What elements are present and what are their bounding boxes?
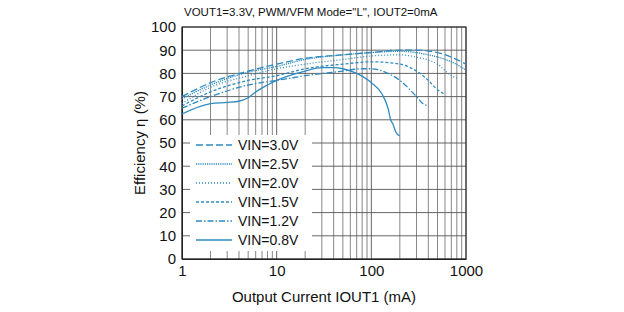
- y-tick: 80: [159, 65, 182, 82]
- plot-frame: [182, 27, 466, 259]
- legend-label: VIN=1.2V: [238, 213, 299, 229]
- tick-label: 70: [159, 88, 176, 105]
- gridline: [182, 50, 466, 51]
- x-tick: 1000: [450, 259, 483, 279]
- y-axis-title: Efficiency η (%): [131, 91, 148, 195]
- series-line: [182, 68, 400, 136]
- y-tick: 0: [168, 250, 182, 267]
- series-line: [182, 55, 457, 104]
- lines: [182, 50, 466, 136]
- tick-label: 1: [178, 262, 186, 279]
- legend-label: VIN=0.8V: [238, 232, 299, 248]
- legend-label: VIN=2.5V: [238, 156, 299, 172]
- tick-label: 10: [159, 227, 176, 244]
- y-tick: 90: [159, 42, 182, 59]
- tick-label: 30: [159, 181, 176, 198]
- legend-swatch: [196, 220, 232, 221]
- legend: VIN=3.0V VIN=2.5V VIN=2.0V VIN=1.5V VIN=1.2V…: [190, 135, 312, 251]
- y-tick: 50: [159, 134, 182, 151]
- legend-swatch: [196, 144, 232, 145]
- tick-label: 0: [168, 250, 176, 267]
- tick-label: 80: [159, 65, 176, 82]
- y-tick: 60: [159, 111, 182, 128]
- y-tick: 20: [159, 204, 182, 221]
- gridline: [182, 96, 466, 97]
- x-axis: 1 10 100 1000: [178, 259, 483, 279]
- y-tick: 40: [159, 158, 182, 175]
- legend-swatch: [196, 239, 232, 240]
- legend-label: VIN=1.5V: [238, 194, 299, 210]
- tick-label: 20: [159, 204, 176, 221]
- tick-label: 60: [159, 111, 176, 128]
- legend-swatch: [196, 163, 232, 164]
- gridline: [182, 119, 466, 120]
- legend-background: [190, 135, 312, 251]
- x-axis-title: Output Current IOUT1 (mA): [232, 288, 416, 305]
- y-tick: 30: [159, 181, 182, 198]
- x-tick: 10: [269, 259, 286, 279]
- legend-label: VIN=3.0V: [238, 137, 299, 153]
- title: VOUT1=3.3V, PWM/VFM Mode="L", IOUT2=0mA: [184, 6, 438, 18]
- tick-label: 90: [159, 42, 176, 59]
- tick-label: 50: [159, 134, 176, 151]
- tick-label: 10: [269, 262, 286, 279]
- tick-label: 100: [359, 262, 384, 279]
- legend-swatch: [196, 182, 232, 183]
- tick-label: 100: [151, 18, 176, 35]
- y-tick: 10: [159, 227, 182, 244]
- tick-label: 40: [159, 158, 176, 175]
- legend-swatch: [196, 201, 232, 202]
- grid: [182, 27, 466, 259]
- x-tick: 100: [359, 259, 384, 279]
- y-axis: 0 10 20 30 40 50 60 70 80 90 100: [151, 18, 183, 267]
- chart: 1 10 100 1000 0 10 20 30 40 50 60 70 80 90 100 VIN=3.0V…: [0, 0, 624, 312]
- legend-label: VIN=2.0V: [238, 175, 299, 191]
- y-tick: 100: [151, 18, 182, 35]
- x-tick: 1: [178, 259, 186, 279]
- tick-label: 1000: [450, 262, 483, 279]
- y-tick: 70: [159, 88, 182, 105]
